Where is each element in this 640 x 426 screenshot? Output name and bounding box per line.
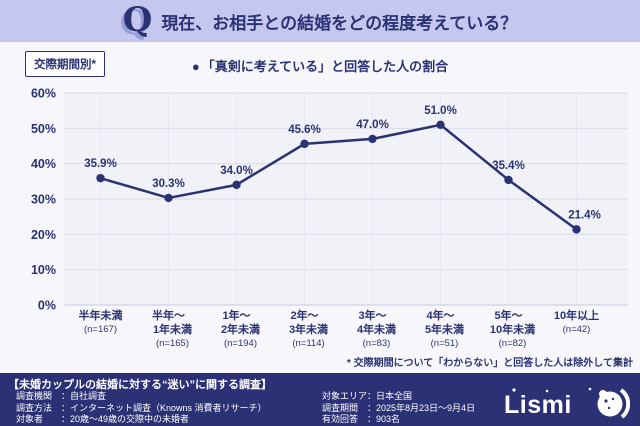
survey-detail-row: 対象エリア：日本全国 <box>322 391 475 403</box>
logo-sparkle-icon <box>588 387 592 391</box>
svg-text:20%: 20% <box>31 228 56 242</box>
svg-text:4年〜: 4年〜 <box>426 308 454 322</box>
svg-text:10%: 10% <box>31 263 56 277</box>
lismi-logo: Lismi <box>504 387 630 419</box>
svg-text:(n=194): (n=194) <box>224 338 257 349</box>
survey-detail-row: 調査期間 ：2025年8月23日〜9月4日 <box>322 403 475 415</box>
svg-text:(n=83): (n=83) <box>363 338 391 349</box>
svg-text:(n=167): (n=167) <box>84 324 117 335</box>
svg-text:35.9%: 35.9% <box>84 158 117 170</box>
detail-value: 日本全国 <box>376 391 413 401</box>
svg-text:2年〜: 2年〜 <box>290 308 318 322</box>
svg-text:10年未満: 10年未満 <box>490 322 535 336</box>
svg-text:60%: 60% <box>31 87 56 101</box>
survey-detail-row: 有効回答 ：903名 <box>322 414 475 426</box>
survey-info-footer: 【未婚カップルの結婚に対する“迷い”に関する調査】 調査機関 ：自社調査 調査方… <box>0 373 640 426</box>
svg-text:10年以上: 10年以上 <box>554 308 599 322</box>
lismi-logo-text: Lismi <box>504 391 572 419</box>
detail-value: 2025年8月23日〜9月4日 <box>376 402 476 413</box>
svg-text:51.0%: 51.0% <box>424 105 457 117</box>
dating-period-badge: 交際期間別* <box>25 51 105 77</box>
svg-text:21.4%: 21.4% <box>568 209 601 221</box>
detail-value: 903名 <box>376 414 401 424</box>
chart-legend: ● 「真剣に考えている」と回答した人の割合 <box>0 56 640 75</box>
svg-text:30.3%: 30.3% <box>152 178 185 190</box>
line-chart: 0% 10% 20% 30% 40% 50% 60% 35.9% 30.3% 34.0% 45.6%… <box>31 87 628 349</box>
svg-text:3年〜: 3年〜 <box>358 308 386 322</box>
svg-text:4年未満: 4年未満 <box>357 322 396 336</box>
svg-text:35.4%: 35.4% <box>492 160 525 172</box>
survey-title: 【未婚カップルの結婚に対する“迷い”に関する調査】 <box>8 379 272 391</box>
svg-text:(n=51): (n=51) <box>431 338 459 349</box>
detail-label: 対象エリア： <box>322 391 377 401</box>
question-header: Q 現在、お相手との結婚をどの程度考えている？ <box>0 0 640 42</box>
svg-text:34.0%: 34.0% <box>220 165 253 177</box>
svg-text:47.0%: 47.0% <box>356 119 389 131</box>
svg-text:5年〜: 5年〜 <box>494 308 522 322</box>
detail-value: 20歳〜49歳の交際中の未婚者 <box>70 414 190 424</box>
svg-text:(n=42): (n=42) <box>563 324 591 335</box>
svg-text:1年未満: 1年未満 <box>153 322 192 336</box>
detail-value: 自社調査 <box>70 391 107 401</box>
survey-details-right: 対象エリア：日本全国 調査期間 ：2025年8月23日〜9月4日 有効回答 ：9… <box>322 391 475 426</box>
svg-text:1年〜: 1年〜 <box>222 308 250 322</box>
detail-label: 有効回答 ： <box>322 414 377 424</box>
detail-label: 対象者 ： <box>16 414 71 424</box>
svg-text:(n=82): (n=82) <box>499 338 527 349</box>
svg-text:2年未満: 2年未満 <box>221 322 260 336</box>
svg-text:40%: 40% <box>31 157 56 171</box>
detail-label: 調査期間 ： <box>322 402 377 413</box>
detail-value: インターネット調査（Knowns 消費者リサーチ） <box>70 402 267 413</box>
survey-detail-row: 調査機関 ：自社調査 <box>16 391 267 403</box>
svg-text:3年未満: 3年未満 <box>289 322 328 336</box>
detail-label: 調査機関 ： <box>16 391 71 401</box>
page-title: 現在、お相手との結婚をどの程度考えている？ <box>161 13 518 33</box>
svg-text:5年未満: 5年未満 <box>425 322 464 336</box>
logo-sparkle-icon <box>545 389 549 393</box>
svg-text:(n=114): (n=114) <box>292 338 324 349</box>
svg-text:(n=165): (n=165) <box>156 338 189 349</box>
svg-text:半年未満: 半年未満 <box>79 308 123 322</box>
survey-detail-row: 対象者 ：20歳〜49歳の交際中の未婚者 <box>16 414 267 426</box>
svg-text:半年〜: 半年〜 <box>152 308 185 322</box>
lismi-mascot-icon <box>597 388 630 419</box>
survey-detail-row: 調査方法 ：インターネット調査（Knowns 消費者リサーチ） <box>16 403 267 415</box>
svg-text:50%: 50% <box>31 122 56 136</box>
svg-text:30%: 30% <box>31 193 56 207</box>
svg-text:45.6%: 45.6% <box>288 124 321 136</box>
svg-text:0%: 0% <box>38 299 56 313</box>
legend-label: 「真剣に考えている」と回答した人の割合 <box>201 59 449 74</box>
detail-label: 調査方法 ： <box>16 402 71 413</box>
legend-dot-icon: ● <box>191 59 200 74</box>
q-icon: Q <box>122 0 153 40</box>
logo-sparkle-icon <box>512 388 516 392</box>
chart-footnote: * 交際期間について「わからない」と回答した人は除外して集計 <box>346 358 633 369</box>
survey-details-left: 調査機関 ：自社調査 調査方法 ：インターネット調査（Knowns 消費者リサー… <box>16 391 267 426</box>
